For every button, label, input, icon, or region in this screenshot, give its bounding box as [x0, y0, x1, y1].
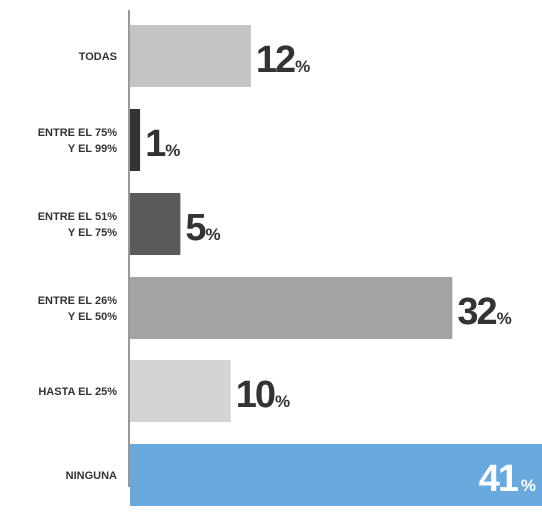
value-label: 5: [185, 207, 206, 249]
value-label: 12: [256, 39, 295, 81]
category-label: ENTRE EL 26%: [38, 295, 117, 307]
category-label: Y EL 75%: [68, 227, 117, 239]
category-label: TODAS: [79, 51, 117, 63]
bar: [130, 277, 453, 339]
value-label-unit: %: [165, 141, 180, 160]
bar: [130, 360, 231, 422]
value-label-unit: %: [521, 476, 536, 495]
value-label: 1: [145, 123, 166, 165]
value-label: 41: [479, 458, 519, 500]
category-label: HASTA EL 25%: [38, 386, 117, 398]
value-label-unit: %: [295, 57, 310, 76]
value-label: 10: [236, 374, 275, 416]
category-label: ENTRE EL 75%: [38, 127, 117, 139]
value-label-unit: %: [497, 309, 512, 328]
category-label: Y EL 99%: [68, 143, 117, 155]
bar: [130, 109, 141, 171]
bar: [130, 193, 181, 255]
value-label-unit: %: [206, 225, 221, 244]
bar: [130, 444, 542, 506]
category-label: Y EL 50%: [68, 311, 117, 323]
bar: [130, 25, 251, 87]
category-label: NINGUNA: [66, 470, 117, 482]
category-label: ENTRE EL 51%: [38, 211, 117, 223]
value-label-unit: %: [275, 392, 290, 411]
value-label: 32: [457, 291, 496, 333]
